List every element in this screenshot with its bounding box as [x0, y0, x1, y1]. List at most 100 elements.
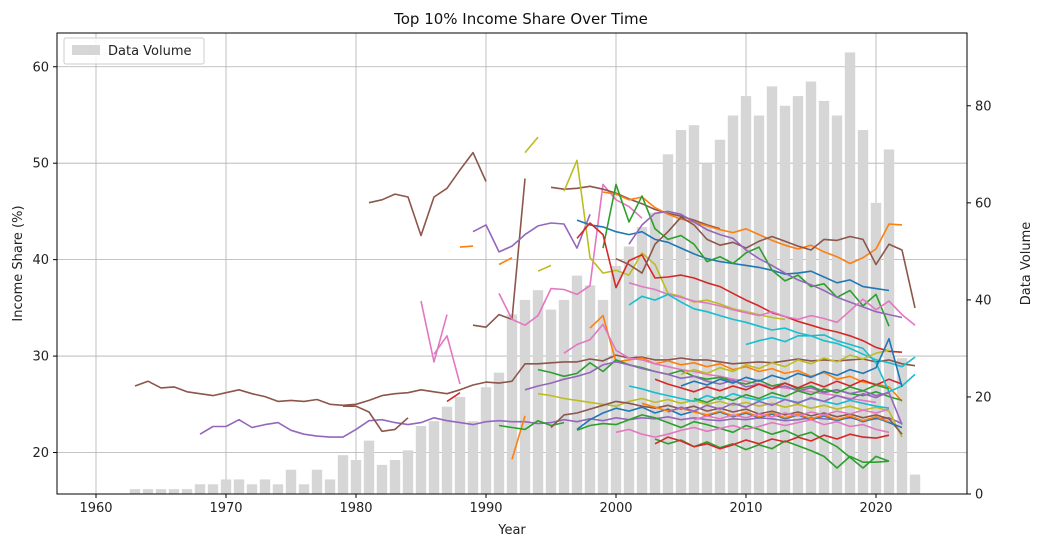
- data-volume-bar: [532, 290, 544, 494]
- data-volume-bar: [454, 396, 466, 494]
- data-volume-bar: [571, 275, 583, 494]
- data-volume-bar: [441, 406, 453, 494]
- y2-tick-label: 0: [975, 488, 983, 503]
- data-volume-bar: [883, 149, 895, 494]
- legend: Data Volume: [63, 37, 205, 65]
- income-share-line: [589, 314, 903, 402]
- data-volume-bar: [480, 387, 492, 494]
- y-tick-label: 30: [32, 350, 49, 365]
- income-share-line: [459, 245, 474, 248]
- y-tick-label: 50: [32, 157, 49, 172]
- data-volume-bar: [675, 130, 687, 495]
- income-share-line: [628, 282, 916, 326]
- income-share-line: [576, 406, 903, 431]
- data-volume-bar: [259, 479, 271, 494]
- income-share-line: [693, 384, 890, 404]
- plot-frame: [56, 32, 968, 495]
- y2-tick-label: 40: [975, 293, 992, 308]
- x-tick-label: 1960: [79, 501, 112, 516]
- legend-swatch-data-volume: [72, 45, 100, 55]
- x-tick-label: 2020: [859, 501, 892, 516]
- data-volume-bar: [584, 285, 596, 494]
- data-volume-bar: [701, 164, 713, 494]
- x-tick-label: 2010: [729, 501, 762, 516]
- income-share-line: [537, 392, 903, 438]
- income-share-line: [343, 405, 409, 433]
- data-volume-bar: [909, 474, 921, 494]
- data-volume-bar: [220, 479, 232, 494]
- legend-label-data-volume: Data Volume: [108, 44, 192, 59]
- data-volume-bar: [155, 489, 167, 494]
- data-volume-bar: [727, 115, 739, 494]
- y-axis-label: Income Share (%): [11, 205, 26, 321]
- data-volume-bar: [376, 464, 388, 494]
- data-volume-bar: [623, 246, 635, 494]
- income-share-line: [745, 334, 916, 393]
- data-volume-bar: [805, 81, 817, 495]
- data-volume-bar: [402, 450, 414, 494]
- income-share-line: [680, 349, 890, 376]
- data-volume-bar: [714, 139, 726, 495]
- data-volume-bar: [649, 212, 661, 494]
- data-volume-bar: [870, 202, 882, 494]
- data-volume-bar: [129, 489, 141, 494]
- income-share-line: [134, 354, 916, 407]
- legend-box: [63, 37, 205, 65]
- data-volume-bar: [389, 460, 401, 494]
- x-tick-label: 1980: [339, 501, 372, 516]
- data-volume-bar: [467, 421, 479, 494]
- data-volume-bar: [610, 265, 622, 494]
- income-share-line: [654, 433, 890, 450]
- data-volume-bar: [766, 86, 778, 495]
- data-volume-bar: [662, 154, 674, 494]
- income-share-line: [680, 337, 903, 388]
- data-volume-bar: [818, 100, 830, 495]
- income-share-line: [550, 185, 721, 230]
- data-volume-bar: [779, 105, 791, 494]
- x-tick-label: 1990: [469, 501, 502, 516]
- y-tick-label: 60: [32, 60, 49, 75]
- data-volume-bar: [753, 115, 765, 494]
- data-volume-bar: [233, 479, 245, 494]
- income-share-line: [615, 418, 890, 438]
- data-volume-bar: [844, 52, 856, 495]
- x-tick-label: 2000: [599, 501, 632, 516]
- income-share-line: [576, 222, 903, 353]
- data-volume-bar: [246, 484, 258, 494]
- y-tick-label: 20: [32, 446, 49, 461]
- income-share-line: [667, 391, 890, 413]
- data-volume-bar: [545, 309, 557, 494]
- data-volume-bar: [896, 358, 908, 494]
- income-share-line: [368, 151, 487, 237]
- data-volume-bar: [558, 299, 570, 494]
- income-share-line: [472, 178, 526, 329]
- data-volume-bar: [324, 479, 336, 494]
- data-volume-bar: [311, 469, 323, 494]
- income-share-line: [628, 385, 890, 409]
- data-volume-bar: [142, 489, 154, 494]
- income-share-line: [433, 334, 461, 385]
- income-share-line: [446, 392, 461, 403]
- income-share-line: [615, 216, 916, 309]
- data-volume-bar: [207, 484, 219, 494]
- income-share-line: [654, 378, 903, 393]
- income-share-line: [472, 214, 591, 253]
- data-volume-bar: [181, 489, 193, 494]
- income-share-line: [524, 136, 539, 154]
- data-volume-bar: [792, 96, 804, 494]
- income-share-line: [550, 400, 903, 435]
- y2-tick-label: 20: [975, 390, 992, 405]
- data-volume-bar: [285, 469, 297, 494]
- income-share-line: [420, 300, 448, 363]
- data-volume-bar: [428, 421, 440, 494]
- y2-axis-label: Data Volume: [1019, 222, 1034, 306]
- y2-tick-label: 60: [975, 196, 992, 211]
- y2-tick-label: 80: [975, 99, 992, 114]
- income-share-line: [511, 415, 526, 460]
- income-share-line: [563, 159, 786, 321]
- data-volume-bar: [831, 115, 843, 494]
- data-volume-bar: [350, 460, 362, 494]
- data-volume-bar: [740, 96, 752, 494]
- income-share-line: [498, 183, 643, 327]
- income-share-line: [693, 408, 890, 421]
